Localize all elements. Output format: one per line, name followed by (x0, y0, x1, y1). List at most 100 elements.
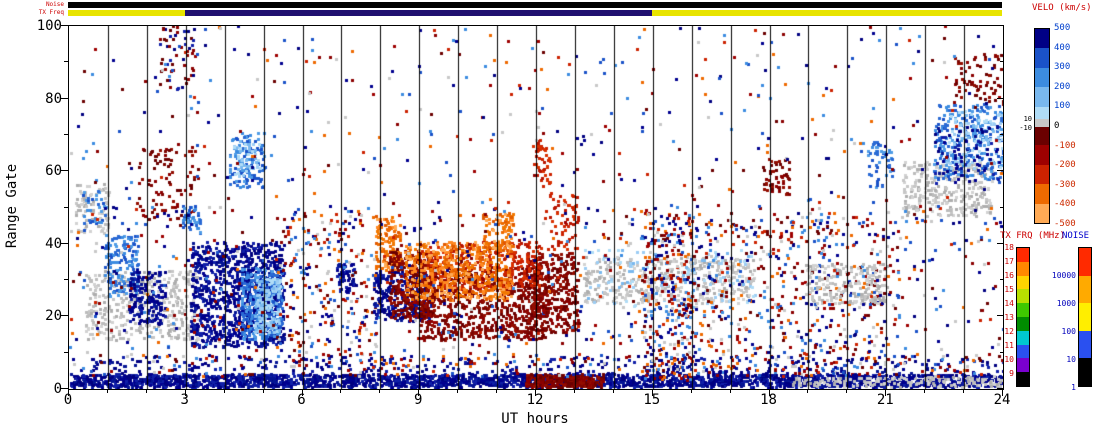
txfrq-colorbar (1016, 247, 1030, 387)
x-axis-tick (612, 389, 614, 393)
y-axis-tick-right (1000, 133, 1004, 135)
strip-segment (68, 2, 1002, 8)
y-axis-tick (64, 61, 68, 63)
x-axis-tick (963, 389, 965, 393)
colorbar-segment (1035, 48, 1049, 68)
y-axis-tick-right (997, 170, 1004, 172)
x-axis-tick (340, 389, 342, 393)
x-tick-label: 21 (876, 392, 894, 408)
x-axis-tick (496, 389, 498, 393)
y-axis-tick-right (997, 315, 1004, 317)
x-axis-tick (573, 389, 575, 393)
colorbar-segment (1079, 358, 1091, 386)
colorbar-segment (1035, 203, 1049, 224)
y-axis-tick (61, 170, 68, 172)
colorbar-segment (1035, 67, 1049, 88)
velo-grayband-upper-label: 10 (1023, 115, 1032, 123)
colorbar-segment (1017, 330, 1029, 345)
x-axis-tick (651, 389, 653, 396)
y-tick-label: 20 (45, 308, 62, 325)
velo-tick-label: -500 (1054, 219, 1076, 229)
strip-segment (651, 10, 1002, 16)
x-tick-label: 3 (180, 392, 189, 408)
velo-tick-label: 0 (1054, 121, 1060, 131)
velo-colorbar (1034, 28, 1050, 224)
x-axis-tick (457, 389, 459, 393)
colorbar-segment (1017, 248, 1029, 262)
txfrq-tick-label: 16 (1004, 271, 1014, 280)
y-axis-tick (61, 388, 68, 389)
strip-segment (184, 10, 652, 16)
noise-strip-label: Noise (45, 1, 64, 8)
txfrq-tick-label: 9 (1009, 369, 1014, 378)
txfrq-tick-label: 14 (1004, 299, 1014, 308)
y-axis-tick (64, 279, 68, 281)
y-axis-tick-right (1000, 351, 1004, 353)
colorbar-segment (1079, 275, 1091, 304)
noise-tick-label: 1 (1071, 383, 1076, 392)
velo-tick-label: -200 (1054, 160, 1076, 171)
y-tick-label: 80 (45, 90, 62, 107)
x-axis-tick (846, 389, 848, 393)
x-axis-tick (1002, 389, 1003, 396)
txfrq-tick-label: 12 (1004, 327, 1014, 336)
y-axis-tick-right (997, 242, 1004, 244)
x-tick-label: 9 (414, 392, 423, 408)
x-tick-label: 0 (63, 392, 73, 408)
x-axis-tick (924, 389, 926, 393)
x-axis-tick (184, 389, 186, 396)
velo-tick-label: 200 (1054, 81, 1071, 92)
velo-tick-label: -300 (1054, 179, 1076, 190)
x-axis-tick (885, 389, 887, 396)
noise-colorbar (1078, 247, 1092, 387)
x-axis-tick (68, 389, 69, 396)
colorbar-segment (1017, 261, 1029, 276)
x-axis-tick (262, 389, 264, 393)
y-axis-tick (61, 315, 68, 317)
txfreq-activity-strip (68, 10, 1002, 16)
y-tick-label: 0 (53, 381, 62, 397)
y-axis-tick (64, 351, 68, 353)
x-tick-label: 18 (760, 392, 777, 408)
y-tick-label: 60 (45, 163, 62, 180)
y-axis-tick-right (997, 25, 1004, 26)
x-axis-tick (301, 389, 303, 396)
txfrq-tick-label: 17 (1004, 257, 1014, 266)
velo-tick-label: -400 (1054, 199, 1076, 210)
txfrq-tick-label: 15 (1004, 285, 1014, 294)
velo-ground-scatter-band (1035, 119, 1049, 127)
txfrq-tick-label: 10 (1004, 355, 1014, 364)
txfreq-strip-label: TX Freq (38, 9, 64, 16)
y-axis-tick (64, 206, 68, 208)
x-axis-tick (145, 389, 147, 393)
x-axis-tick (535, 389, 536, 396)
y-axis-tick-right (1000, 279, 1004, 281)
velo-grayband-lower-label: -10 (1019, 124, 1032, 132)
colorbar-segment (1017, 372, 1029, 386)
txfrq-colorbar-title: TX FRQ (MHz) (1000, 231, 1066, 241)
x-axis-tick (106, 389, 108, 393)
x-axis-tick (807, 389, 809, 393)
y-axis-tick (61, 242, 68, 244)
colorbar-segment (1079, 303, 1091, 331)
colorbar-segment (1017, 275, 1029, 290)
y-axis-tick (64, 133, 68, 135)
x-axis-title: UT hours (501, 411, 569, 427)
noise-tick-label: 1000 (1056, 299, 1076, 308)
noise-colorbar-title: NOISE (1062, 231, 1090, 241)
colorbar-segment (1079, 330, 1091, 359)
colorbar-segment (1017, 316, 1029, 331)
velo-colorbar-title: VELO (km/s) (1032, 3, 1092, 13)
x-axis-tick (729, 389, 731, 393)
velo-tick-label: 400 (1054, 42, 1071, 53)
noise-activity-strip (68, 2, 1002, 8)
colorbar-segment (1035, 126, 1049, 146)
x-axis-tick (768, 389, 770, 396)
colorbar-segment (1079, 248, 1091, 276)
colorbar-segment (1017, 344, 1029, 359)
y-axis-tick (61, 97, 68, 99)
colorbar-segment (1035, 164, 1049, 185)
velo-tick-label: 300 (1054, 62, 1071, 73)
colorbar-segment (1035, 184, 1049, 204)
